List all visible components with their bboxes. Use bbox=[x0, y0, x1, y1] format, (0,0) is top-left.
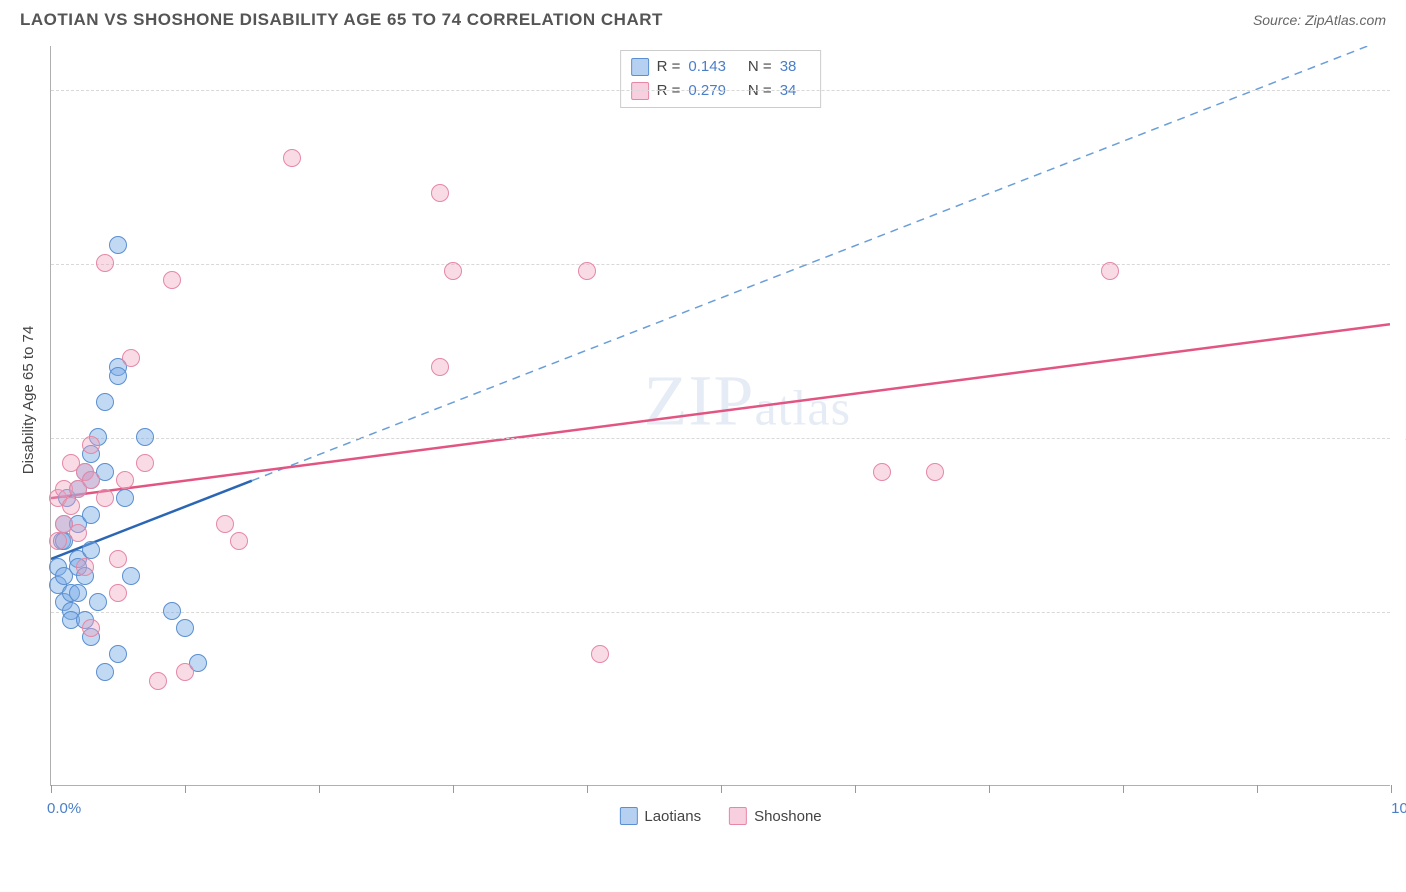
gridline bbox=[51, 90, 1390, 91]
gridline bbox=[51, 612, 1390, 613]
data-point bbox=[82, 471, 100, 489]
data-point bbox=[116, 489, 134, 507]
x-tick bbox=[989, 785, 990, 793]
n-label: N = bbox=[748, 55, 772, 79]
swatch-blue-icon bbox=[619, 807, 637, 825]
data-point bbox=[431, 184, 449, 202]
y-axis-label: Disability Age 65 to 74 bbox=[20, 326, 37, 474]
data-point bbox=[96, 489, 114, 507]
data-point bbox=[136, 454, 154, 472]
data-point bbox=[444, 262, 462, 280]
r-label: R = bbox=[657, 79, 681, 103]
data-point bbox=[230, 532, 248, 550]
data-point bbox=[96, 393, 114, 411]
x-tick bbox=[1391, 785, 1392, 793]
series-legend: Laotians Shoshone bbox=[619, 807, 821, 825]
data-point bbox=[89, 593, 107, 611]
data-point bbox=[109, 550, 127, 568]
legend-item-laotians: Laotians bbox=[619, 807, 701, 825]
legend-label-shoshone: Shoshone bbox=[754, 808, 822, 825]
data-point bbox=[82, 541, 100, 559]
x-tick bbox=[185, 785, 186, 793]
r-label: R = bbox=[657, 55, 681, 79]
data-point bbox=[578, 262, 596, 280]
data-point bbox=[176, 619, 194, 637]
data-point bbox=[109, 236, 127, 254]
data-point bbox=[1101, 262, 1119, 280]
data-point bbox=[926, 463, 944, 481]
data-point bbox=[591, 645, 609, 663]
x-tick bbox=[587, 785, 588, 793]
data-point bbox=[82, 619, 100, 637]
legend-row-laotians: R = 0.143 N = 38 bbox=[631, 55, 811, 79]
legend-label-laotians: Laotians bbox=[644, 808, 701, 825]
legend-item-shoshone: Shoshone bbox=[729, 807, 822, 825]
data-point bbox=[69, 524, 87, 542]
data-point bbox=[76, 558, 94, 576]
data-point bbox=[176, 663, 194, 681]
n-label: N = bbox=[748, 79, 772, 103]
swatch-pink-icon bbox=[729, 807, 747, 825]
data-point bbox=[49, 532, 67, 550]
trend-line bbox=[51, 324, 1390, 498]
data-point bbox=[283, 149, 301, 167]
data-point bbox=[62, 497, 80, 515]
gridline bbox=[51, 438, 1390, 439]
legend-row-shoshone: R = 0.279 N = 34 bbox=[631, 79, 811, 103]
data-point bbox=[431, 358, 449, 376]
data-point bbox=[122, 567, 140, 585]
trendlines-svg bbox=[51, 46, 1390, 785]
data-point bbox=[109, 584, 127, 602]
data-point bbox=[82, 436, 100, 454]
x-tick bbox=[319, 785, 320, 793]
x-axis-min-label: 0.0% bbox=[47, 800, 81, 817]
r-value-shoshone: 0.279 bbox=[688, 79, 726, 103]
data-point bbox=[873, 463, 891, 481]
data-point bbox=[122, 349, 140, 367]
source-label: Source: ZipAtlas.com bbox=[1253, 12, 1386, 28]
data-point bbox=[149, 672, 167, 690]
data-point bbox=[96, 254, 114, 272]
watermark: ZIPatlas bbox=[643, 359, 851, 442]
data-point bbox=[96, 663, 114, 681]
x-tick bbox=[51, 785, 52, 793]
data-point bbox=[69, 584, 87, 602]
x-tick bbox=[721, 785, 722, 793]
data-point bbox=[116, 471, 134, 489]
data-point bbox=[109, 645, 127, 663]
data-point bbox=[109, 367, 127, 385]
x-tick bbox=[1257, 785, 1258, 793]
correlation-legend: R = 0.143 N = 38 R = 0.279 N = 34 bbox=[620, 50, 822, 108]
x-tick bbox=[1123, 785, 1124, 793]
data-point bbox=[82, 506, 100, 524]
data-point bbox=[216, 515, 234, 533]
x-tick bbox=[855, 785, 856, 793]
x-axis-max-label: 100.0% bbox=[1391, 800, 1406, 817]
chart-plot-area: ZIPatlas R = 0.143 N = 38 R = 0.279 N = … bbox=[50, 46, 1390, 786]
data-point bbox=[136, 428, 154, 446]
n-value-laotians: 38 bbox=[780, 55, 797, 79]
data-point bbox=[163, 271, 181, 289]
gridline bbox=[51, 264, 1390, 265]
r-value-laotians: 0.143 bbox=[688, 55, 726, 79]
swatch-pink-icon bbox=[631, 82, 649, 100]
n-value-shoshone: 34 bbox=[780, 79, 797, 103]
swatch-blue-icon bbox=[631, 58, 649, 76]
x-tick bbox=[453, 785, 454, 793]
data-point bbox=[163, 602, 181, 620]
chart-title: LAOTIAN VS SHOSHONE DISABILITY AGE 65 TO… bbox=[20, 10, 663, 30]
